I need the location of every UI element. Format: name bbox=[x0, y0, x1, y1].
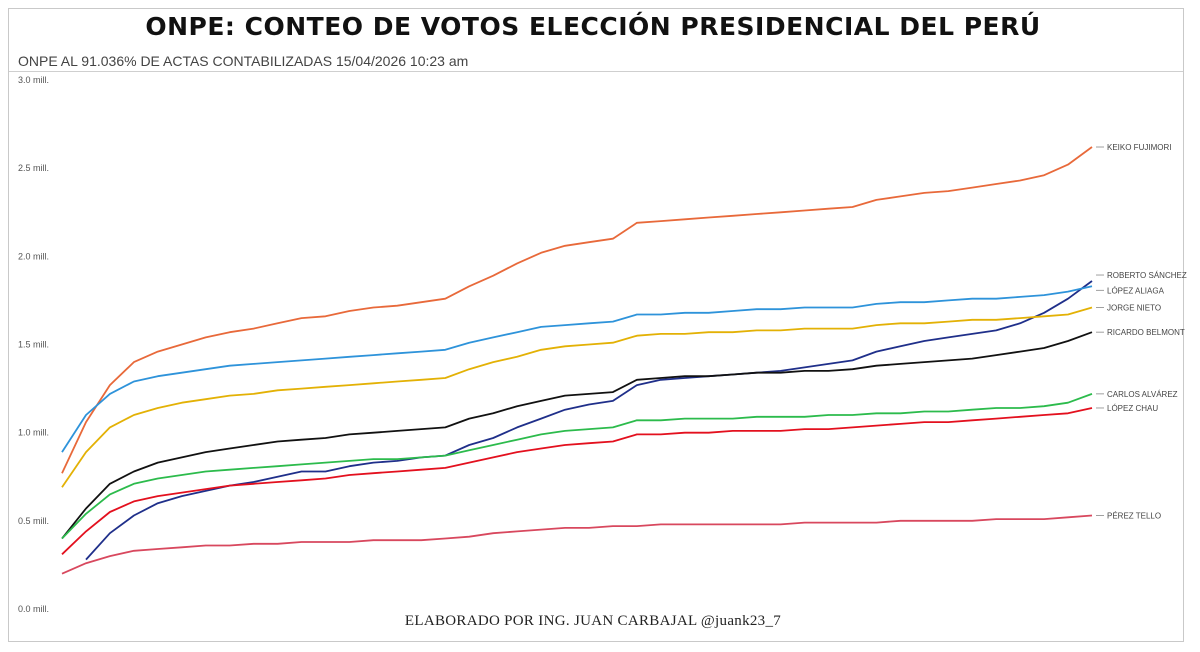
chart-frame bbox=[8, 8, 1184, 642]
y-tick-label: 0.5 mill. bbox=[18, 516, 49, 526]
y-tick-label: 2.5 mill. bbox=[18, 163, 49, 173]
series-line-lopez-aliaga bbox=[61, 285, 1093, 453]
chart-title: ONPE: CONTEO DE VOTOS ELECCIÓN PRESIDENC… bbox=[145, 12, 1041, 41]
chart-footer-credit: ELABORADO POR ING. JUAN CARBAJAL @juank2… bbox=[404, 613, 782, 629]
series-label-roberto-sanchez: ROBERTO SÁNCHEZ bbox=[1107, 271, 1187, 280]
series-label-ricardo-belmont: RICARDO BELMONT bbox=[1107, 328, 1185, 337]
series-line-keiko-fujimori bbox=[61, 146, 1093, 474]
series-line-carlos-alvarez bbox=[61, 393, 1093, 540]
y-tick-label: 1.0 mill. bbox=[18, 428, 49, 438]
series-label-carlos-alvarez: CARLOS ALVÁREZ bbox=[1107, 390, 1178, 399]
series-line-jorge-nieto bbox=[61, 306, 1093, 488]
series-line-lopez-chau bbox=[61, 407, 1093, 555]
y-tick-label: 0.0 mill. bbox=[18, 604, 49, 614]
series-labels: KEIKO FUJIMORI ROBERTO SÁNCHEZ LÓPEZ ALIAG… bbox=[1096, 143, 1187, 521]
series-label-lopez-aliaga: LÓPEZ ALIAGA bbox=[1107, 286, 1165, 295]
series-label-keiko-fujimori: KEIKO FUJIMORI bbox=[1107, 143, 1171, 152]
series-label-jorge-nieto: JORGE NIETO bbox=[1107, 303, 1161, 312]
series-line-ricardo-belmont bbox=[61, 331, 1093, 540]
series-line-roberto-sanchez bbox=[85, 280, 1093, 561]
y-tick-label: 1.5 mill. bbox=[18, 340, 49, 350]
y-tick-label: 3.0 mill. bbox=[18, 75, 49, 85]
series-label-lopez-chau: LÓPEZ CHAU bbox=[1107, 404, 1158, 413]
y-tick-label: 2.0 mill. bbox=[18, 251, 49, 261]
series-line-perez-tello bbox=[61, 514, 1093, 575]
chart-subtitle: ONPE AL 91.036% DE ACTAS CONTABILIZADAS … bbox=[18, 53, 469, 69]
header-divider bbox=[9, 71, 1183, 72]
series-label-perez-tello: PÉREZ TELLO bbox=[1107, 512, 1161, 521]
y-axis: 0.0 mill. 0.5 mill. 1.0 mill. 1.5 mill. 2.0 … bbox=[18, 75, 49, 614]
series-lines bbox=[61, 146, 1093, 575]
